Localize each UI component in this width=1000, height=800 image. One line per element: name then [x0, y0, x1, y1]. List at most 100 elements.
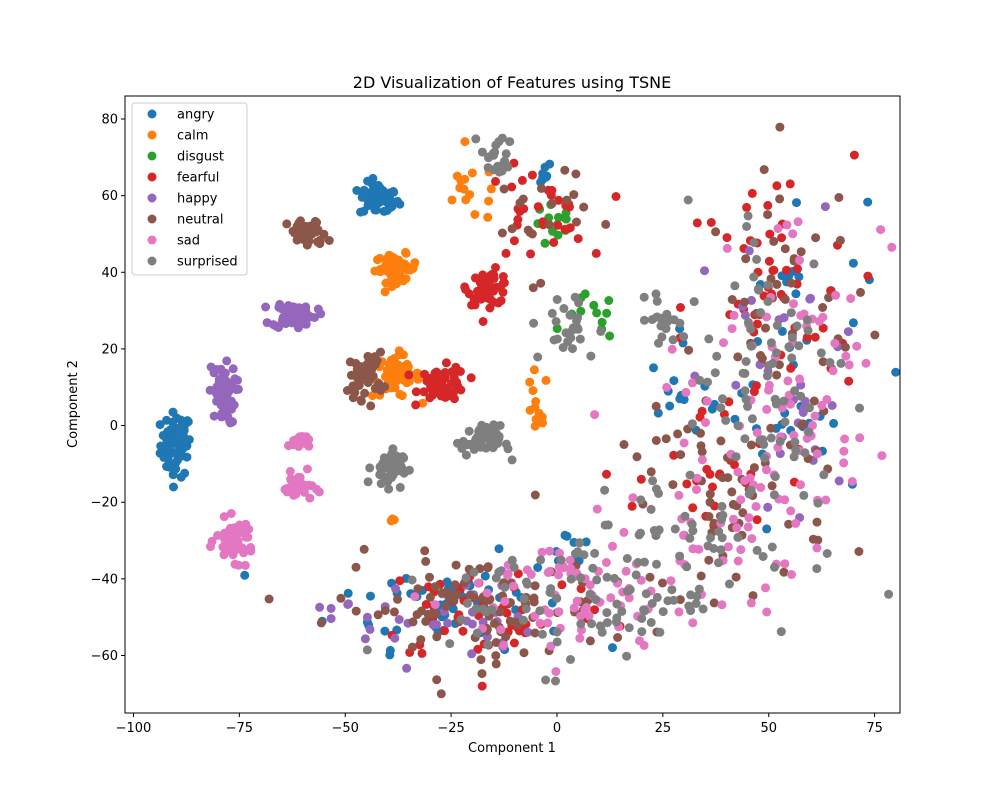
point-neutral	[619, 440, 629, 449]
point-sad	[839, 446, 849, 456]
point-calm	[381, 278, 391, 288]
point-surprised	[572, 323, 582, 333]
point-happy	[390, 633, 400, 643]
point-neutral	[779, 567, 789, 577]
point-calm	[394, 255, 404, 265]
point-surprised	[487, 429, 497, 439]
point-surprised	[579, 550, 589, 560]
point-surprised	[716, 403, 726, 413]
point-calm	[390, 383, 400, 393]
point-surprised	[694, 584, 704, 594]
point-happy	[212, 382, 222, 392]
point-fearful	[441, 358, 451, 368]
point-calm	[386, 259, 396, 269]
point-surprised	[756, 308, 765, 318]
point-sad	[286, 474, 296, 484]
point-neutral	[529, 593, 539, 603]
y-tick-label: −40	[91, 572, 118, 587]
point-sad	[840, 434, 850, 444]
point-fearful	[553, 220, 563, 230]
point-sad	[628, 493, 638, 503]
point-sad	[662, 382, 672, 392]
point-surprised	[639, 315, 649, 325]
point-surprised	[731, 452, 741, 462]
point-sad	[545, 566, 555, 576]
point-surprised	[576, 619, 586, 629]
point-surprised	[472, 628, 482, 638]
point-surprised	[390, 467, 400, 477]
point-neutral	[393, 594, 402, 604]
point-disgust	[552, 324, 562, 334]
point-surprised	[809, 259, 819, 269]
point-angry	[352, 186, 362, 195]
point-surprised	[575, 334, 585, 344]
point-surprised	[471, 604, 481, 614]
point-surprised	[507, 555, 517, 565]
point-surprised	[762, 371, 772, 381]
point-neutral	[746, 440, 756, 450]
point-calm	[373, 255, 382, 265]
point-neutral	[518, 194, 528, 204]
point-calm	[384, 250, 394, 260]
point-neutral	[704, 555, 714, 565]
point-surprised	[819, 470, 829, 480]
point-sad	[240, 560, 250, 570]
legend: angry calm disgust fearful happy neutral sad su…	[131, 102, 248, 276]
point-surprised	[404, 465, 414, 475]
point-fearful	[453, 381, 463, 391]
point-sad	[546, 641, 556, 651]
point-fearful	[527, 170, 537, 180]
point-surprised	[794, 341, 804, 351]
point-surprised	[668, 335, 678, 345]
point-calm	[389, 271, 399, 281]
point-surprised	[500, 582, 510, 592]
point-fearful	[449, 394, 459, 404]
point-neutral	[316, 618, 326, 628]
y-tick-label: −60	[91, 649, 118, 664]
point-angry	[480, 571, 490, 581]
point-fearful	[517, 175, 527, 185]
point-neutral	[723, 473, 733, 483]
point-calm	[374, 265, 384, 275]
point-disgust	[589, 300, 599, 310]
point-angry	[155, 420, 165, 430]
point-neutral	[780, 294, 790, 304]
point-sad	[717, 600, 727, 610]
point-surprised	[602, 608, 612, 618]
point-happy	[763, 502, 773, 512]
x-tick-label: −50	[331, 721, 358, 736]
point-surprised	[802, 315, 812, 325]
point-surprised	[752, 545, 762, 555]
point-calm	[455, 183, 465, 193]
point-sad	[876, 225, 886, 235]
point-neutral	[547, 198, 557, 208]
point-neutral	[675, 595, 685, 605]
point-sad	[679, 438, 689, 448]
point-sad	[736, 495, 746, 505]
point-sad	[727, 324, 737, 334]
point-happy	[700, 266, 709, 276]
point-neutral	[870, 330, 880, 340]
point-surprised	[461, 450, 471, 460]
point-surprised	[743, 211, 753, 221]
point-surprised	[746, 485, 756, 495]
point-surprised	[592, 575, 602, 585]
point-surprised	[576, 573, 586, 583]
point-neutral	[809, 396, 819, 406]
point-sad	[752, 428, 762, 438]
point-calm	[460, 137, 470, 147]
point-sad	[300, 437, 310, 447]
point-neutral	[374, 379, 384, 389]
point-neutral	[380, 606, 390, 615]
point-sad	[674, 607, 684, 617]
point-calm	[380, 287, 390, 297]
point-fearful	[469, 294, 479, 304]
point-surprised	[771, 399, 781, 409]
point-sad	[582, 603, 591, 612]
point-neutral	[812, 517, 822, 527]
point-neutral	[363, 351, 373, 361]
point-happy	[228, 364, 238, 374]
point-surprised	[825, 358, 835, 367]
point-fearful	[751, 381, 761, 391]
scatter-points	[155, 122, 901, 699]
